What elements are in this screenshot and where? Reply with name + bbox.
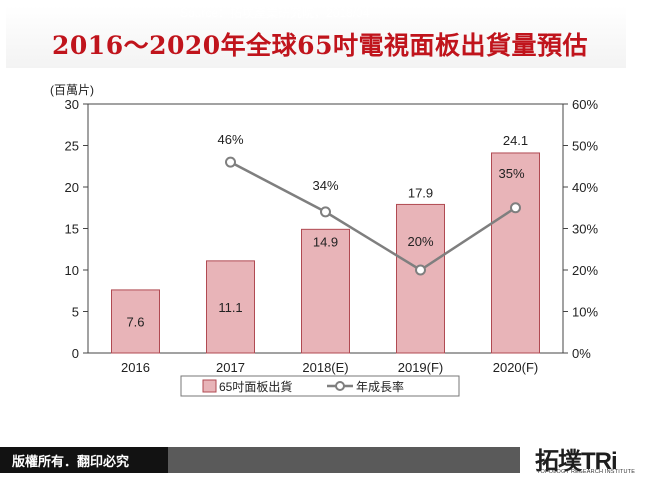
y-tick-label: 30 bbox=[65, 97, 79, 112]
chart: 0 5 10 15 20 25 30(百萬片) 0% 10% 20% 30% 40% 50% 60% 201… bbox=[0, 0, 650, 440]
x-tick-label: 2019(F) bbox=[398, 360, 444, 375]
y2-tick-label: 20% bbox=[572, 263, 598, 278]
legend-line-label: 年成長率 bbox=[356, 379, 404, 394]
bar bbox=[397, 204, 445, 353]
growth-label: 35% bbox=[498, 166, 524, 181]
x-tick-label: 2018(E) bbox=[302, 360, 348, 375]
growth-point bbox=[511, 203, 520, 212]
growth-line bbox=[231, 162, 516, 270]
bar-value-label: 11.1 bbox=[218, 300, 242, 315]
y-tick-label: 10 bbox=[65, 263, 79, 278]
copyright-badge: 版權所有．翻印必究 bbox=[0, 447, 168, 473]
x-tick-label: 2020(F) bbox=[493, 360, 539, 375]
y2-tick-label: 40% bbox=[572, 180, 598, 195]
growth-label: 46% bbox=[217, 132, 243, 147]
y2-tick-label: 60% bbox=[572, 97, 598, 112]
y-tick-label: 15 bbox=[65, 222, 79, 237]
tri-logo: 拓墣TRi TOPOLOGY RESEARCH INSTITUTE bbox=[535, 441, 645, 479]
growth-point bbox=[416, 266, 425, 275]
legend-bar-swatch bbox=[203, 380, 216, 392]
bar-value-label: 14.9 bbox=[313, 234, 338, 249]
x-tick-label: 2016 bbox=[121, 360, 150, 375]
bar-value-label: 7.6 bbox=[126, 314, 144, 329]
growth-label: 34% bbox=[312, 178, 338, 193]
y-tick-label: 20 bbox=[65, 180, 79, 195]
y-tick-label: 25 bbox=[65, 139, 79, 154]
y2-tick-label: 50% bbox=[572, 139, 598, 154]
y-tick-label: 0 bbox=[72, 346, 79, 361]
bar bbox=[492, 153, 540, 353]
logo-subtext: TOPOLOGY RESEARCH INSTITUTE bbox=[537, 469, 635, 475]
x-tick-label: 2017 bbox=[216, 360, 245, 375]
growth-point bbox=[226, 158, 235, 167]
copyright-text: 版權所有．翻印必究 bbox=[12, 451, 129, 470]
growth-label: 20% bbox=[407, 234, 433, 249]
source-text: Source：拓墣產業研究院，2018/04 bbox=[180, 4, 369, 21]
legend-bar-label: 65吋面板出貨 bbox=[219, 379, 292, 394]
bar-value-label: 17.9 bbox=[408, 185, 433, 200]
legend-line-marker bbox=[336, 382, 344, 390]
y-tick-label: 5 bbox=[72, 305, 79, 320]
y2-tick-label: 10% bbox=[572, 305, 598, 320]
bar-value-label: 24.1 bbox=[503, 133, 528, 148]
source-bar bbox=[168, 447, 520, 473]
growth-point bbox=[321, 207, 330, 216]
y2-tick-label: 30% bbox=[572, 222, 598, 237]
y-axis-label: (百萬片) bbox=[50, 83, 94, 97]
y2-tick-label: 0% bbox=[572, 346, 591, 361]
